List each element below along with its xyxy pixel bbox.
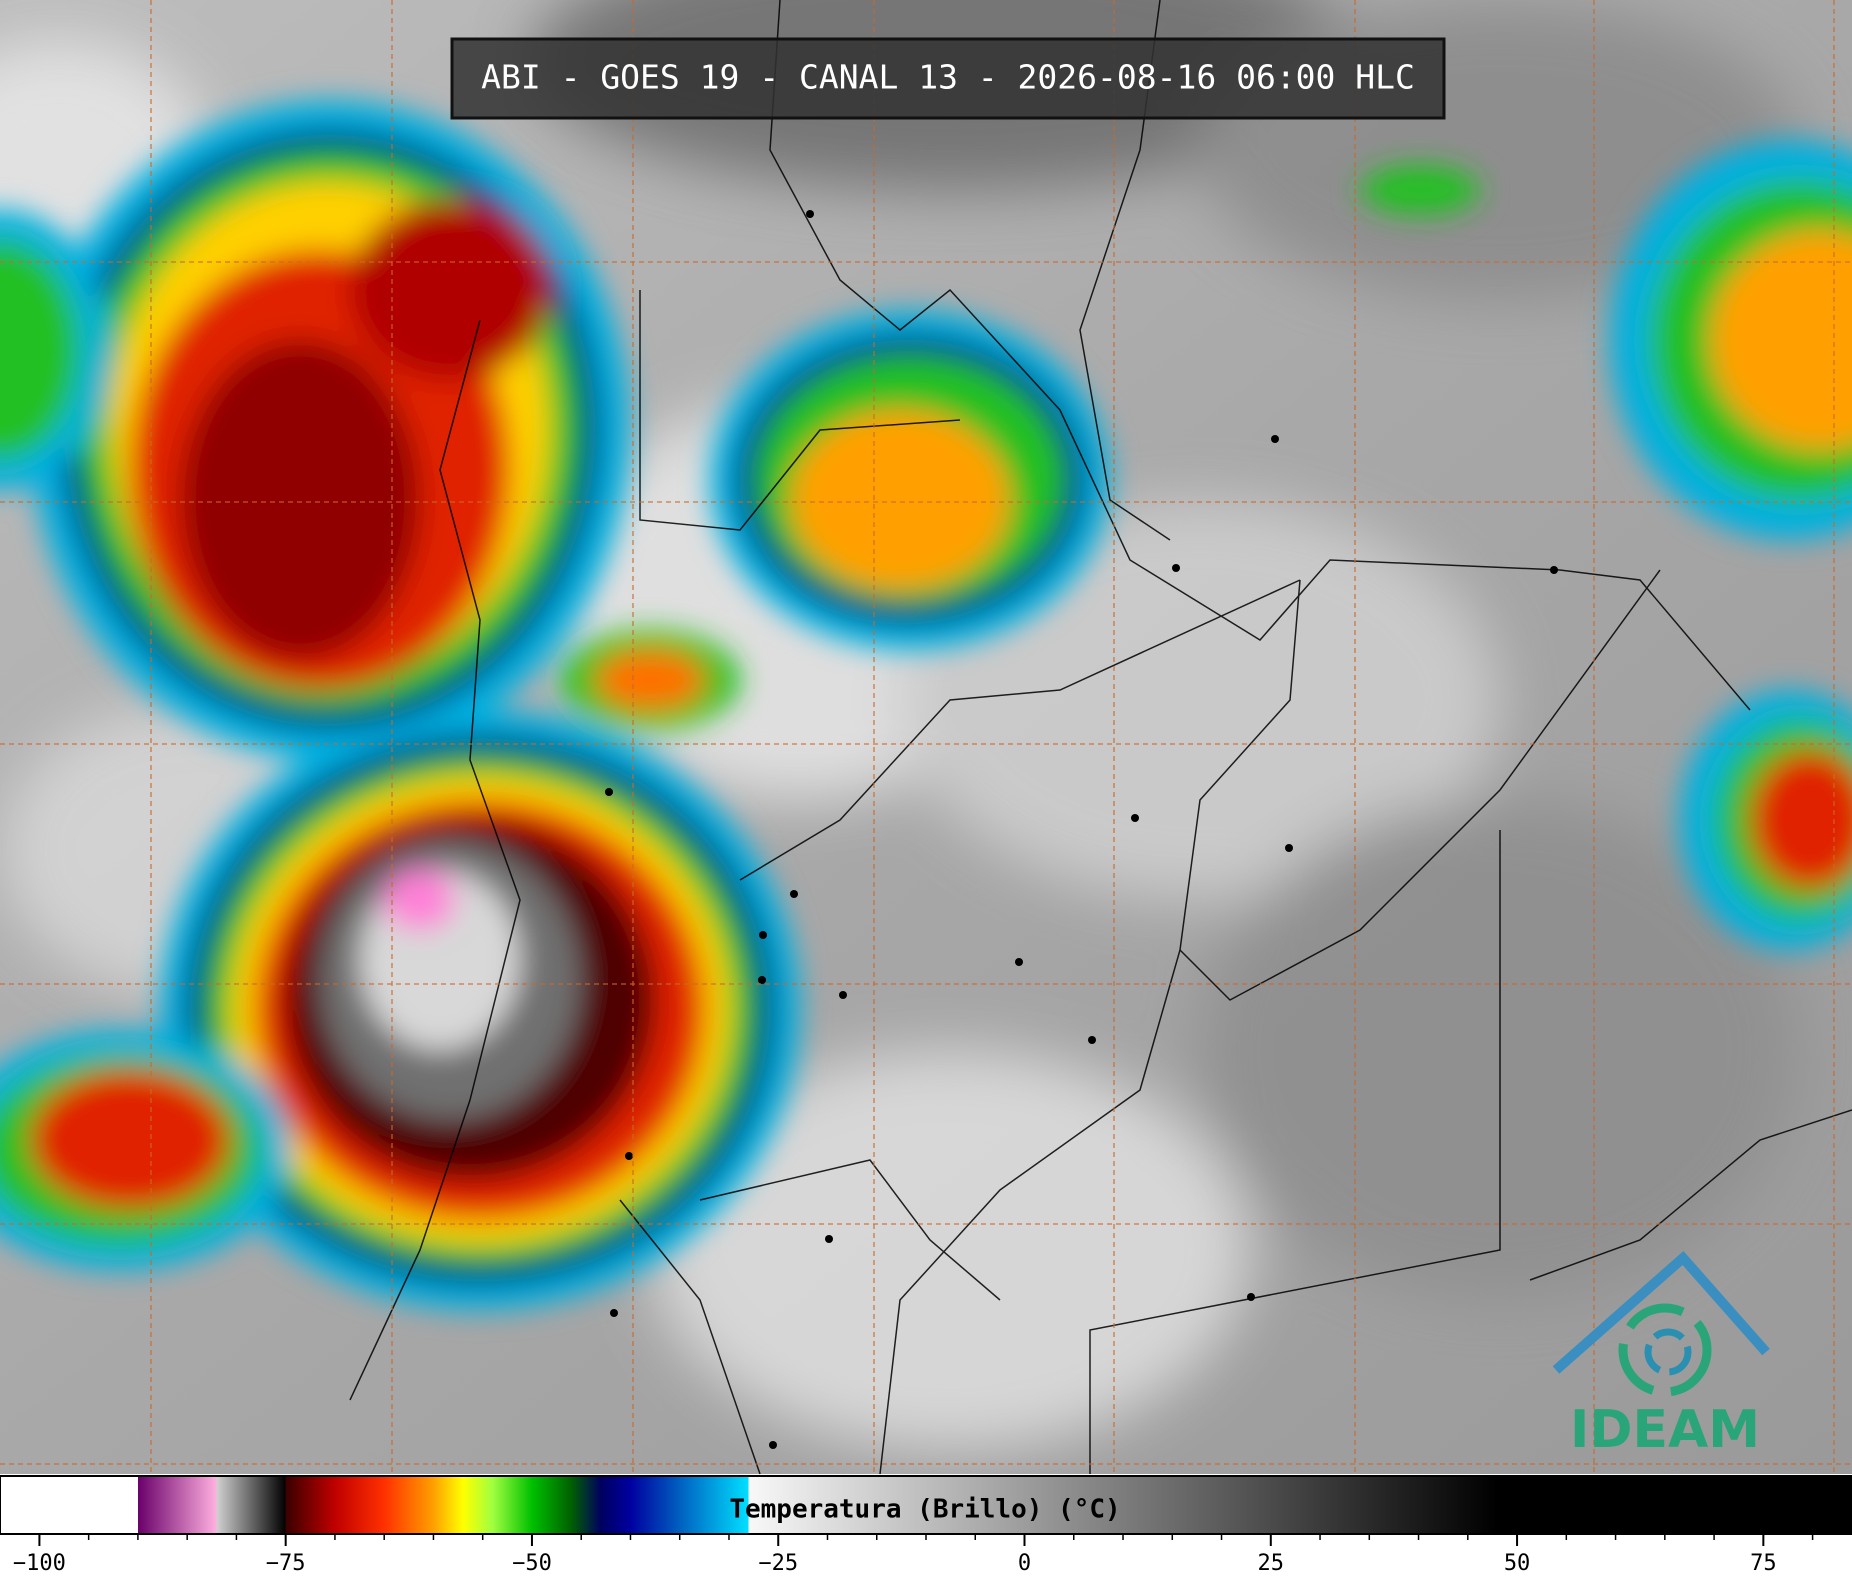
tick-label: −50 bbox=[512, 1551, 552, 1576]
tick-label: 50 bbox=[1504, 1551, 1531, 1576]
title: ABI - GOES 19 - CANAL 13 - 2026-08-16 06… bbox=[481, 58, 1415, 97]
tick-label: −25 bbox=[758, 1551, 798, 1576]
tick-label: 0 bbox=[1018, 1551, 1031, 1576]
title-box: ABI - GOES 19 - CANAL 13 - 2026-08-16 06… bbox=[450, 37, 1446, 120]
logo: IDEAM bbox=[1552, 1250, 1770, 1460]
tick-label: −75 bbox=[266, 1551, 306, 1576]
satellite-image bbox=[0, 0, 1852, 1475]
colorbar-label: Temperatura (Brillo) (°C) bbox=[729, 1495, 1120, 1525]
logo-text: IDEAM bbox=[1570, 1400, 1760, 1460]
colorbar-fill bbox=[0, 1475, 1852, 1535]
tick-label: 25 bbox=[1258, 1551, 1285, 1576]
tick-label: 75 bbox=[1750, 1551, 1777, 1576]
tick-label: −100 bbox=[13, 1551, 66, 1576]
colorbar: Temperatura (Brillo) (°C) −100 −75 −50 −25 0 2… bbox=[0, 1475, 1852, 1576]
